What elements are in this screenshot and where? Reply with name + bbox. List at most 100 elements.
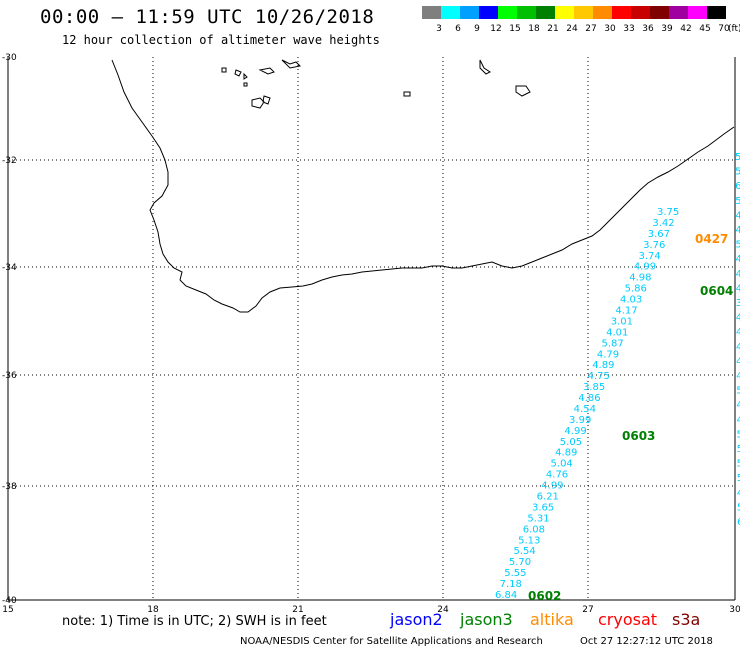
legend-label: 3 — [436, 24, 442, 34]
swh-value: 3.65 — [532, 502, 554, 513]
swh-value: 5.8 — [735, 167, 740, 178]
lon-tick-label: 30 — [729, 605, 740, 615]
lat-tick-label: -30 — [2, 53, 17, 63]
lon-tick-label: 18 — [147, 605, 159, 615]
swh-value: 7.18 — [500, 579, 522, 590]
swh-value: 4.06 — [736, 283, 740, 294]
swh-value: 4.76 — [546, 470, 568, 481]
swh-value: 4.86 — [736, 313, 740, 324]
swh-value: 4.79 — [597, 349, 619, 360]
swh-value: 5.04 — [736, 386, 740, 397]
swh-value: 5.55 — [504, 568, 526, 579]
footer-note: note: 1) Time is in UTC; 2) SWH is in fe… — [62, 614, 327, 629]
swh-value: 3.67 — [648, 229, 670, 240]
legend-label: 6 — [455, 24, 461, 34]
legend-swatch — [688, 6, 707, 19]
swh-value: 4.60 — [736, 400, 740, 411]
swh-value: 3.90 — [736, 298, 740, 309]
legend-swatch — [669, 6, 688, 19]
satellite-legend: jason2 jason3 altika cryosat s3a — [389, 610, 700, 629]
swh-value: 4.8 — [737, 488, 740, 499]
legend-label: 12 — [490, 24, 501, 34]
legend-label: 45 — [699, 24, 710, 34]
legend-swatch — [422, 6, 441, 19]
coastline — [111, 59, 735, 313]
swh-value: 4.89 — [592, 360, 614, 371]
swh-value: 5.86 — [625, 284, 647, 295]
swh-value: 4.99 — [541, 481, 563, 492]
swh-value: 4.75 — [588, 371, 610, 382]
swh-value: 5.48 — [737, 459, 740, 470]
swh-value: 3.99 — [569, 415, 591, 426]
legend-swatch — [498, 6, 517, 19]
map-subtitle: 12 hour collection of altimeter wave hei… — [62, 33, 380, 47]
swh-value: 5.87 — [601, 338, 623, 349]
swh-value: 4.86 — [578, 393, 600, 404]
legend-label: 42 — [680, 24, 691, 34]
lat-tick-label: -34 — [2, 263, 17, 273]
legend-label: 9 — [474, 24, 480, 34]
swh-value: 4.43 — [736, 254, 740, 265]
lat-tick-label: -38 — [2, 482, 17, 492]
swh-value: 4.99 — [634, 262, 656, 273]
swh-value: 3.01 — [611, 316, 633, 327]
lon-tick-label: 15 — [2, 605, 13, 615]
legend-label: 15 — [509, 24, 520, 34]
swh-value: 4.93 — [735, 225, 740, 236]
swh-value: 4.99 — [564, 426, 586, 437]
legend-swatch — [536, 6, 555, 19]
satellite-name: jason2 — [389, 610, 443, 629]
pass-time-label: 0427 — [695, 232, 728, 246]
track-right: 5. 5.8 6.47 5.69 4.76 4.93 5.34 4.43 4.16 4.06 3.9… — [735, 152, 740, 528]
swh-value: 5. — [735, 152, 740, 163]
legend-label: 33 — [623, 24, 634, 34]
swh-value: 3.74 — [638, 251, 660, 262]
satellite-name: jason3 — [459, 610, 513, 629]
swh-value: 6.84 — [495, 590, 517, 601]
swh-value: 5.18 — [737, 429, 740, 440]
pass-time-label: 0602 — [528, 589, 561, 603]
swh-value: 5. — [737, 502, 740, 513]
legend-swatch — [707, 6, 726, 19]
legend-swatch — [612, 6, 631, 19]
pass-time-label: 0603 — [622, 429, 655, 443]
swh-value: 4.89 — [555, 448, 577, 459]
swh-value: 4.01 — [606, 327, 628, 338]
swh-value: 4.76 — [735, 210, 740, 221]
swh-value: 5.69 — [735, 196, 740, 207]
swh-value: 4.98 — [629, 273, 651, 284]
swh-value: 5.04 — [551, 459, 573, 470]
lon-tick-label: 21 — [292, 605, 303, 615]
swh-value: 4.64 — [736, 415, 740, 426]
legend-label: 24 — [566, 24, 578, 34]
swh-value: 5.54 — [514, 546, 536, 557]
swh-value: 3.76 — [643, 240, 665, 251]
legend-unit: (ft) — [728, 24, 740, 34]
legend-label: 39 — [661, 24, 673, 34]
swh-value: 4.61 — [736, 327, 740, 338]
swh-value: 6.47 — [735, 181, 740, 192]
swh-value: 4.16 — [736, 269, 740, 280]
legend-label: 36 — [642, 24, 654, 34]
legend-label: 21 — [547, 24, 558, 34]
swh-value: 5.34 — [735, 240, 740, 251]
legend-swatch — [517, 6, 536, 19]
legend-label: 27 — [585, 24, 596, 34]
longitude-labels: 15 18 21 24 27 30 — [2, 605, 740, 615]
swh-value: 4.65 — [736, 342, 740, 353]
legend-swatch — [593, 6, 612, 19]
legend-swatch — [479, 6, 498, 19]
pass-time-labels: 0602 0603 0604 0427 — [528, 232, 733, 603]
swh-value: 3.75 — [657, 207, 679, 218]
swh-value: 5.31 — [527, 513, 549, 524]
swh-value: 5.13 — [518, 535, 540, 546]
legend-label: 70 — [718, 24, 730, 34]
legend-swatch — [631, 6, 650, 19]
swh-value: 6. — [737, 517, 740, 528]
track-left: 6.847.185.555.705.545.136.085.313.656.21… — [495, 207, 679, 601]
swh-value: 5.16 — [737, 444, 740, 455]
legend-label: 30 — [604, 24, 616, 34]
legend-swatch — [574, 6, 593, 19]
